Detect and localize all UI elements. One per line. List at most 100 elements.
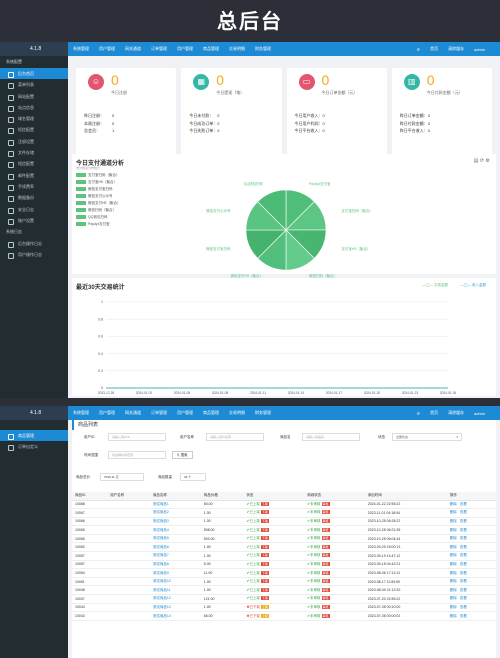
delete-link[interactable]: 删除	[449, 544, 457, 549]
toggle-shelf-button[interactable]: 下架	[260, 501, 269, 506]
sidebar-item[interactable]: 域名管理	[0, 113, 68, 124]
toggle-shelf-button[interactable]: 下架	[260, 579, 269, 584]
refresh-icon[interactable]: ⟳	[479, 158, 485, 164]
refresh-icon[interactable]: ⟳	[416, 410, 421, 416]
sidebar-item[interactable]: 网站配置	[0, 91, 68, 102]
nav-item[interactable]: 交易明细	[229, 46, 245, 51]
audit-button[interactable]: 审核	[321, 613, 330, 618]
home-link[interactable]: 首页	[430, 46, 439, 51]
sidebar-item[interactable]: 注册设置	[0, 136, 68, 147]
sidebar-item[interactable]: 用户操作日志	[0, 249, 68, 260]
column-header[interactable]: 商品名称	[149, 492, 201, 501]
toggle-shelf-button[interactable]: 下架	[260, 553, 269, 558]
delete-link[interactable]: 删除	[449, 553, 457, 558]
view-link[interactable]: 查看	[459, 510, 467, 515]
nav-item[interactable]: 用户管理	[177, 46, 193, 51]
toggle-shelf-button[interactable]: 下架	[260, 570, 269, 575]
audit-button[interactable]: 审核	[321, 570, 330, 575]
legend-item[interactable]: 微信支付宝扫码	[76, 186, 120, 193]
column-header[interactable]: 商城状态	[304, 492, 365, 501]
nav-item[interactable]: 网关通道	[125, 46, 141, 51]
audit-button[interactable]: 审核	[321, 527, 330, 532]
nav-item[interactable]: 用户管理	[177, 410, 193, 415]
sidebar-item[interactable]: 后台首页	[0, 68, 68, 80]
delete-link[interactable]: 删除	[449, 518, 457, 523]
toggle-shelf-button[interactable]: 下架	[260, 544, 269, 549]
delete-link[interactable]: 删除	[449, 570, 457, 575]
legend-item[interactable]: 微信支付H5（聚合）	[76, 200, 120, 207]
nav-item[interactable]: 订单管理	[151, 46, 167, 51]
sidebar-item[interactable]: 后台操作日志	[0, 238, 68, 249]
app-logo[interactable]: 4.1.8	[0, 406, 68, 420]
clear-cache-link[interactable]: 清除缓存	[448, 410, 465, 415]
delete-link[interactable]: 删除	[449, 587, 457, 592]
nav-item[interactable]: 财务管理	[255, 410, 271, 415]
audit-button[interactable]: 审核	[321, 604, 330, 609]
view-link[interactable]: 查看	[459, 596, 467, 601]
delete-link[interactable]: 删除	[449, 604, 457, 609]
sidebar-item[interactable]: 手续费率	[0, 181, 68, 192]
sidebar-item[interactable]: 账户设置	[0, 215, 68, 226]
view-link[interactable]: 查看	[459, 587, 467, 592]
home-link[interactable]: 首页	[430, 410, 439, 415]
view-link[interactable]: 查看	[459, 536, 467, 541]
audit-button[interactable]: 审核	[321, 596, 330, 601]
audit-button[interactable]: 审核	[321, 587, 330, 592]
delete-link[interactable]: 删除	[449, 596, 457, 601]
legend-income[interactable]: —◯— 收入金额	[460, 283, 486, 287]
legend-item[interactable]: 支付宝H5（聚合）	[76, 179, 120, 186]
delete-link[interactable]: 删除	[449, 613, 457, 618]
delete-link[interactable]: 删除	[449, 527, 457, 532]
view-link[interactable]: 查看	[459, 501, 467, 506]
save-icon[interactable]: ▤	[473, 158, 479, 164]
column-header[interactable]: 状态	[243, 492, 305, 501]
column-header[interactable]: 操作	[446, 492, 496, 501]
time-range-input[interactable]: 请选择时间范围	[108, 451, 166, 459]
toggle-shelf-button[interactable]: 下架	[260, 561, 269, 566]
view-link[interactable]: 查看	[459, 553, 467, 558]
nav-item[interactable]: 财务管理	[255, 46, 271, 51]
audit-button[interactable]: 审核	[321, 579, 330, 584]
user-name-input[interactable]: 请输入用户名称	[206, 433, 264, 441]
toggle-shelf-button[interactable]: 下架	[260, 510, 269, 515]
toggle-shelf-button[interactable]: 上架	[260, 613, 269, 618]
sidebar-item[interactable]: 邮件配置	[0, 170, 68, 181]
admin-menu[interactable]: admin	[474, 46, 485, 52]
delete-link[interactable]: 删除	[449, 579, 457, 584]
toggle-shelf-button[interactable]: 下架	[260, 518, 269, 523]
user-id-input[interactable]: 请输入用户ID	[108, 433, 166, 441]
nav-item[interactable]: 商品管理	[203, 410, 219, 415]
admin-menu[interactable]: admin	[474, 410, 485, 416]
audit-button[interactable]: 审核	[321, 501, 330, 506]
delete-link[interactable]: 删除	[449, 501, 457, 506]
nav-item[interactable]: 用户管理	[99, 410, 115, 415]
nav-item[interactable]: 订单管理	[151, 410, 167, 415]
legend-item[interactable]: PayApi支付宝	[76, 221, 120, 228]
legend-item[interactable]: 微信扫码（聚合）	[76, 207, 120, 214]
nav-item[interactable]: 系统管理	[73, 46, 89, 51]
legend-item[interactable]: 微信支付公众号	[76, 193, 120, 200]
nav-item[interactable]: 商品管理	[203, 46, 219, 51]
settings-icon[interactable]: ⚙	[485, 158, 490, 164]
sidebar-item[interactable]: 短信配置	[0, 158, 68, 169]
goods-name-input[interactable]: 请输入商品名	[302, 433, 360, 441]
search-button[interactable]: ⚲ 搜索	[172, 451, 193, 459]
delete-link[interactable]: 删除	[449, 561, 457, 566]
column-header[interactable]: 用户名称	[107, 492, 150, 501]
column-header[interactable]: 添加时间	[364, 492, 447, 501]
toggle-shelf-button[interactable]: 下架	[260, 527, 269, 532]
audit-button[interactable]: 审核	[321, 561, 330, 566]
toggle-shelf-button[interactable]: 下架	[260, 596, 269, 601]
view-link[interactable]: 查看	[459, 527, 467, 532]
audit-button[interactable]: 审核	[321, 536, 330, 541]
view-link[interactable]: 查看	[459, 544, 467, 549]
nav-item[interactable]: 网关通道	[125, 410, 141, 415]
column-header[interactable]: 商品ID	[72, 492, 108, 501]
view-link[interactable]: 查看	[459, 579, 467, 584]
view-link[interactable]: 查看	[459, 561, 467, 566]
clear-cache-link[interactable]: 清除缓存	[448, 46, 465, 51]
view-link[interactable]: 查看	[459, 570, 467, 575]
toggle-shelf-button[interactable]: 下架	[260, 587, 269, 592]
sidebar-item[interactable]: 商品管理	[0, 430, 68, 442]
sidebar-item[interactable]: 文件存储	[0, 147, 68, 158]
